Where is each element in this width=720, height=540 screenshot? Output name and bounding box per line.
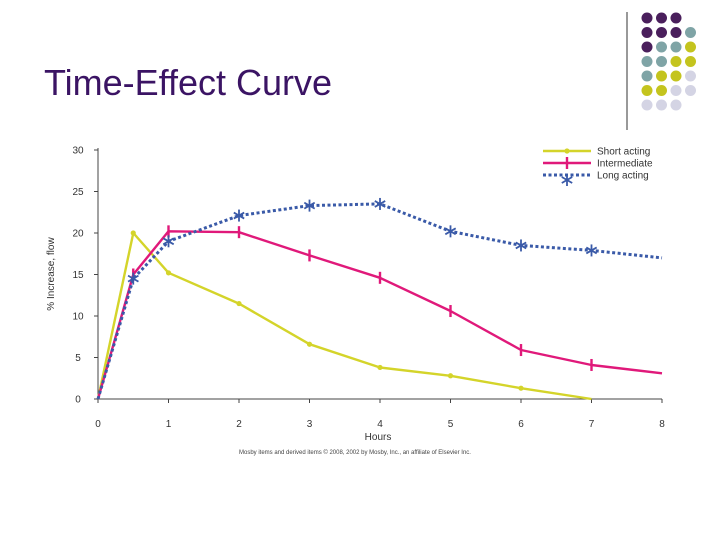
data-point	[447, 373, 454, 379]
data-point	[233, 209, 245, 222]
x-tick-label: 3	[307, 419, 313, 430]
data-point	[303, 199, 316, 212]
chart-series-layer	[96, 197, 663, 401]
decor-dot	[641, 70, 653, 82]
x-tick-label: 4	[377, 419, 383, 430]
data-point	[165, 270, 172, 276]
decor-dot	[656, 99, 667, 111]
series-long-acting	[96, 197, 663, 400]
decor-dot	[670, 27, 682, 38]
x-tick-label: 2	[236, 419, 242, 430]
x-tick-label: 0	[95, 419, 101, 430]
decor-dot	[670, 12, 682, 24]
y-tick-label: 25	[72, 187, 84, 198]
decor-dot	[641, 41, 653, 53]
series-line	[96, 202, 663, 400]
decor-dot	[641, 12, 653, 24]
data-point	[130, 230, 136, 236]
y-tick-label: 30	[72, 146, 84, 157]
decor-dot	[641, 99, 653, 111]
slide-title: Time-Effect Curve	[44, 62, 333, 103]
y-axis-title: % Increase, flow	[46, 237, 57, 311]
decor-dot	[685, 85, 696, 96]
decor-dot	[685, 56, 696, 67]
series-short-acting	[96, 230, 592, 401]
data-point	[585, 244, 598, 257]
decor-dot	[670, 70, 682, 82]
decor-dot	[656, 12, 667, 24]
decor-dot	[685, 27, 696, 38]
x-axis-title: Hours	[365, 432, 392, 443]
data-point	[444, 225, 457, 238]
y-tick-label: 10	[72, 312, 84, 323]
decor-dot	[641, 27, 653, 38]
x-tick-label: 1	[166, 419, 172, 430]
data-point	[127, 272, 139, 285]
series-line	[96, 231, 592, 401]
x-tick-label: 5	[448, 419, 454, 430]
legend-item: Intermediate	[543, 157, 653, 170]
legend-item: Long acting	[543, 171, 649, 186]
data-point	[306, 341, 313, 347]
legend-marker	[564, 148, 570, 154]
copyright-credit: Mosby items and derived items © 2008, 20…	[239, 449, 471, 456]
dot-grid	[641, 12, 696, 111]
decor-dot	[656, 27, 667, 38]
decor-dot	[670, 85, 682, 96]
decor-dot	[641, 85, 653, 96]
data-point	[162, 235, 175, 248]
data-point	[374, 197, 386, 210]
decor-dot	[656, 70, 667, 82]
chart-axes: 0 5 10 15 20 25 30 0 1 2 3 4 5 6 7 8	[72, 146, 665, 431]
legend-label: Long acting	[597, 171, 649, 182]
decor-dot	[656, 41, 667, 53]
data-point	[515, 239, 527, 252]
legend-item: Short acting	[543, 147, 650, 158]
decor-dot	[670, 99, 682, 111]
y-tick-label: 20	[72, 229, 84, 240]
data-point	[518, 385, 524, 391]
decor-dot	[656, 85, 667, 96]
decor-dot	[670, 41, 682, 53]
legend-label: Intermediate	[597, 159, 653, 170]
data-point	[377, 364, 383, 371]
legend-label: Short acting	[597, 147, 650, 158]
decor-dot	[670, 56, 682, 67]
data-point	[236, 300, 242, 307]
series-intermediate	[96, 225, 663, 400]
legend-marker	[561, 174, 573, 186]
decor-dot	[685, 70, 696, 82]
x-tick-label: 7	[589, 419, 595, 430]
decor-dot	[656, 56, 667, 67]
y-tick-label: 0	[75, 395, 81, 406]
x-tick-label: 6	[518, 419, 524, 430]
y-tick-label: 5	[75, 353, 81, 364]
y-tick-label: 15	[72, 270, 84, 281]
x-tick-label: 8	[659, 419, 665, 430]
decor-dot	[685, 41, 696, 53]
decor-dot	[641, 56, 653, 67]
series-line	[96, 230, 663, 400]
